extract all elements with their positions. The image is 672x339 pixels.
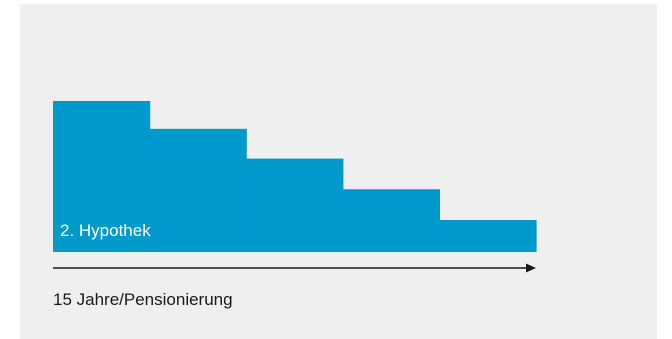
step-bar-3 [246,158,344,252]
step-bar-4 [342,189,440,252]
time-axis-arrow [53,263,536,273]
step-bar-2 [149,128,247,252]
step-bar-1 [53,101,151,252]
step-bar-5 [439,220,537,252]
time-axis-arrowhead [526,263,536,273]
axis-caption: 15 Jahre/Pensionierung [53,290,233,309]
amortization-steps [53,101,537,252]
bar-label: 2. Hypothek [60,221,151,240]
